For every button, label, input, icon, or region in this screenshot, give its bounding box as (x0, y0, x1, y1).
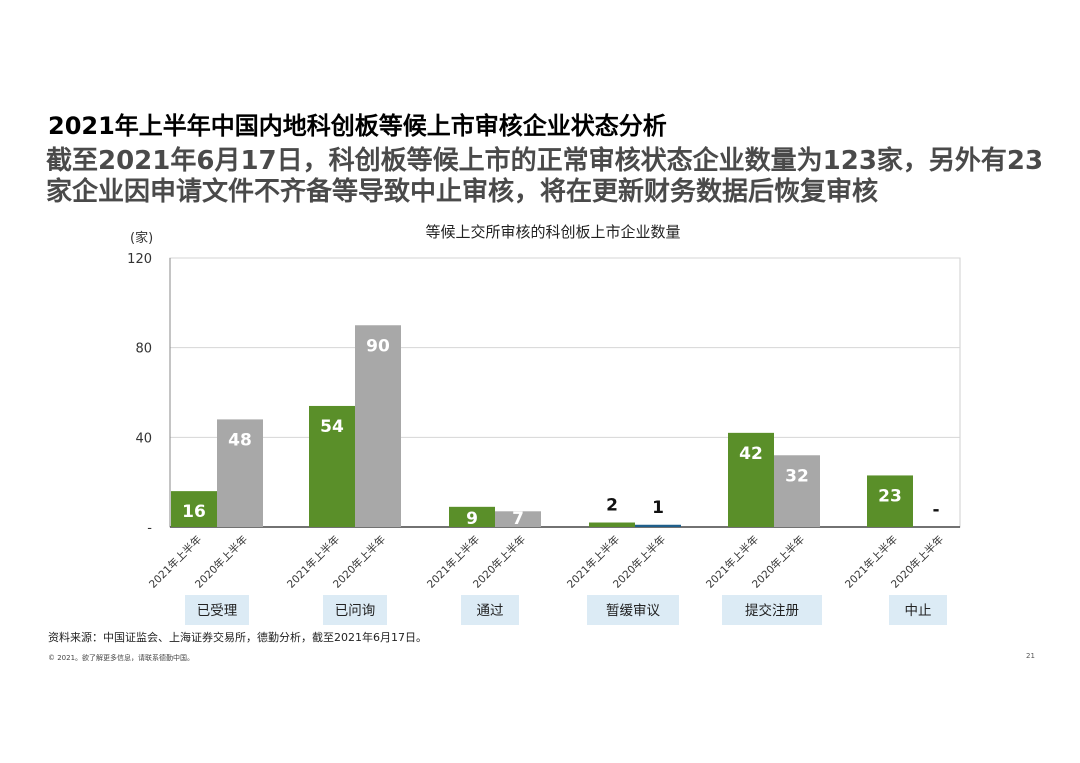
category-label: 通过 (477, 603, 504, 619)
bar (589, 522, 635, 527)
page-number: 21 (1026, 652, 1035, 660)
category-box (587, 595, 679, 625)
bar-data-label: 1 (652, 498, 664, 518)
bar-data-label: 9 (466, 509, 478, 529)
page-subtitle: 截至2021年6月17日，科创板等候上市的正常审核状态企业数量为123家，另外有… (46, 146, 1046, 208)
bar-data-label: 7 (512, 509, 524, 529)
category-box (722, 595, 822, 625)
bar (728, 432, 774, 527)
y-tick-label: 80 (135, 342, 152, 357)
bar-data-label: 32 (785, 466, 809, 486)
category-box (185, 595, 249, 625)
category-label: 暂缓审议 (606, 603, 660, 619)
subtitle-line-1: 截至2021年6月17日，科创板等候上市的正常审核状态企业数量为123家，另外有… (46, 146, 1044, 176)
bar (774, 455, 820, 527)
page-title: 2021年上半年中国内地科创板等候上市审核企业状态分析 (48, 112, 667, 140)
bar (449, 506, 495, 527)
bar (171, 491, 217, 527)
bar-data-label: 48 (228, 430, 252, 450)
bar (495, 511, 541, 527)
bar-data-label: 2 (606, 496, 618, 516)
category-box (889, 595, 947, 625)
bar-data-label: 16 (182, 502, 206, 522)
bar-data-label: 54 (320, 417, 344, 437)
y-axis-unit-label: (家) (130, 230, 153, 246)
bar (355, 325, 401, 527)
bar (309, 405, 355, 527)
y-tick-label: 120 (127, 252, 152, 267)
subtitle-line-2: 家企业因申请文件不齐备等导致中止审核，将在更新财务数据后恢复审核 (46, 177, 879, 207)
category-label: 中止 (905, 603, 932, 619)
bar-data-label: 42 (739, 444, 763, 464)
copyright-note: © 2021。欲了解更多信息，请联系德勤中国。 (48, 654, 195, 662)
source-note: 资料来源：中国证监会、上海证券交易所，德勤分析，截至2021年6月17日。 (48, 631, 427, 644)
category-label: 提交注册 (745, 602, 799, 619)
bar-data-label: - (932, 500, 939, 520)
plot-area (169, 257, 961, 528)
bar (635, 524, 681, 527)
bar-data-label: 23 (878, 486, 902, 506)
chart-title: 等候上交所审核的科创板上市企业数量 (425, 223, 680, 241)
category-box (323, 595, 387, 625)
category-box (461, 595, 519, 625)
category-label: 已问询 (335, 603, 376, 619)
bar (867, 475, 913, 527)
category-label: 已受理 (197, 603, 238, 619)
bar-data-label: 90 (366, 336, 390, 356)
y-tick-label: - (147, 521, 152, 536)
bar (217, 419, 263, 527)
y-tick-label: 40 (135, 431, 152, 446)
